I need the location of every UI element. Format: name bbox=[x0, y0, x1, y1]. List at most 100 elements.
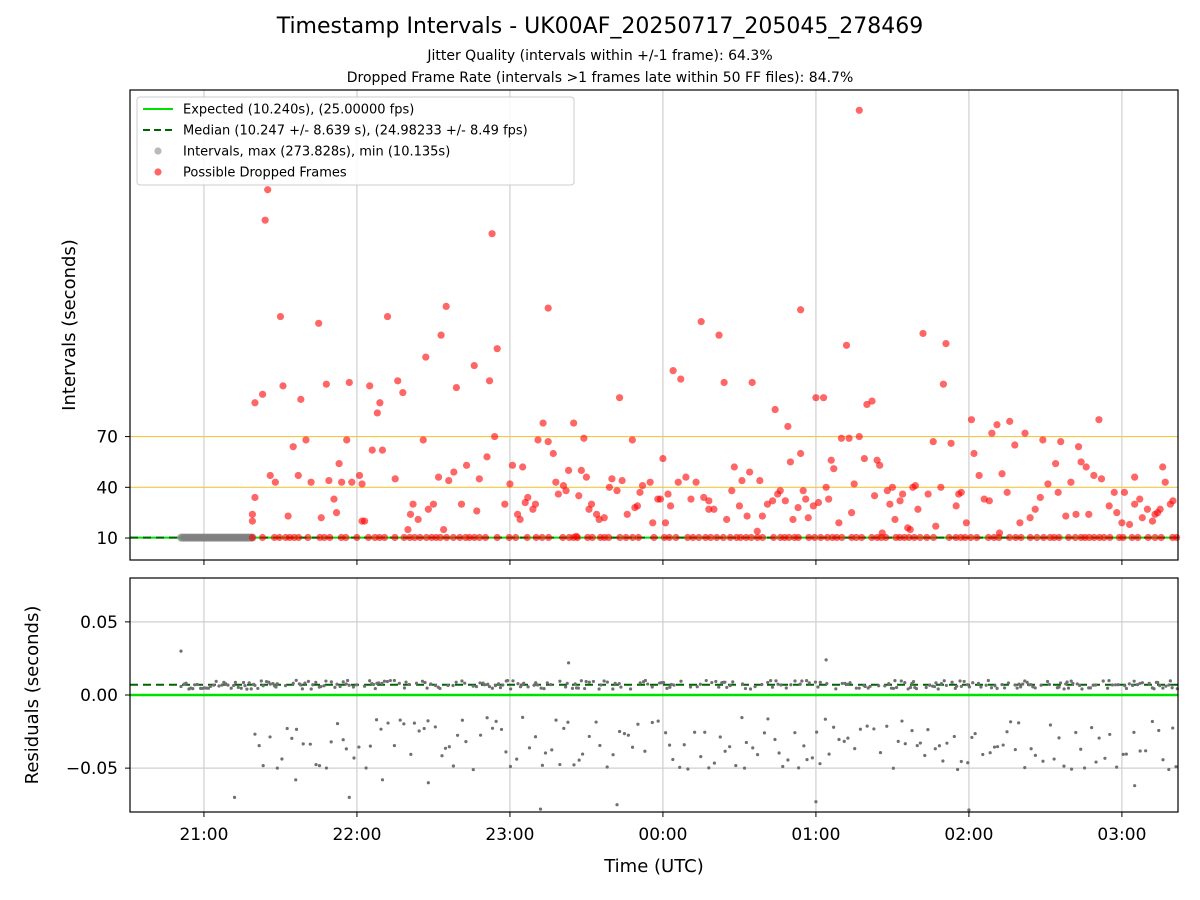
residual-point-380 bbox=[664, 731, 668, 735]
residual-point-265 bbox=[1062, 687, 1066, 691]
dropped-point-6 bbox=[266, 471, 274, 480]
dropped-point-45 bbox=[429, 500, 438, 508]
residual-point-379 bbox=[656, 719, 660, 723]
dropped-point-55 bbox=[473, 507, 481, 515]
dropped-point-231 bbox=[1148, 517, 1157, 525]
residual-point-196 bbox=[843, 681, 847, 686]
residual-point-426 bbox=[900, 719, 904, 723]
residual-point-346 bbox=[478, 733, 483, 737]
dropped-baseline-point-29 bbox=[449, 533, 457, 542]
residual-point-150 bbox=[650, 685, 654, 689]
residual-point-217 bbox=[911, 680, 916, 684]
dropped-point-14 bbox=[307, 478, 315, 486]
dropped-point-29 bbox=[360, 517, 369, 525]
residual-point-87 bbox=[425, 686, 429, 690]
residual-point-286 bbox=[1127, 682, 1131, 686]
dropped-baseline-point-133 bbox=[1144, 533, 1152, 542]
residual-point-260 bbox=[1045, 679, 1050, 684]
dropped-baseline-point-63 bbox=[702, 533, 710, 542]
dropped-point-89 bbox=[600, 514, 608, 522]
residual-point-278 bbox=[1101, 679, 1105, 683]
residual-point-76 bbox=[382, 679, 387, 683]
dropped-point-108 bbox=[666, 502, 675, 510]
residual-point-105 bbox=[493, 684, 498, 688]
residual-point-276 bbox=[1091, 683, 1095, 687]
dropped-baseline-point-119 bbox=[1055, 533, 1063, 542]
residual-point-441 bbox=[970, 735, 974, 740]
residual-point-228 bbox=[944, 683, 948, 688]
residual-point-326 bbox=[374, 718, 379, 722]
dropped-point-74 bbox=[549, 449, 557, 458]
residual-point-296 bbox=[1156, 680, 1160, 685]
residual-point-126 bbox=[564, 685, 568, 689]
residual-point-243 bbox=[993, 684, 997, 688]
residual-point-111 bbox=[509, 687, 513, 691]
dropped-point-163 bbox=[870, 492, 879, 500]
residual-point-199 bbox=[854, 686, 858, 690]
dropped-point-121 bbox=[723, 515, 731, 524]
residual-point-261 bbox=[1047, 682, 1052, 687]
dropped-baseline-point-86 bbox=[838, 533, 846, 542]
dropped-point-147 bbox=[812, 394, 820, 402]
residual-point-281 bbox=[1110, 683, 1115, 687]
dropped-point-47 bbox=[437, 331, 445, 339]
dropped-point-22 bbox=[338, 478, 346, 486]
residual-point-146 bbox=[638, 681, 642, 685]
residual-point-477 bbox=[1161, 758, 1165, 762]
residual-point-21 bbox=[229, 686, 233, 690]
dropped-point-68 bbox=[524, 493, 532, 502]
dropped-point-196 bbox=[993, 421, 1001, 429]
residual-outlier-9 bbox=[814, 800, 818, 804]
residual-point-313 bbox=[301, 742, 305, 746]
residual-point-207 bbox=[887, 681, 891, 686]
dropped-point-138 bbox=[784, 422, 792, 431]
residual-point-181 bbox=[776, 682, 780, 686]
dropped-point-143 bbox=[799, 487, 807, 495]
dropped-point-178 bbox=[919, 329, 927, 338]
residual-point-235 bbox=[965, 683, 970, 687]
residual-point-182 bbox=[779, 683, 783, 687]
dropped-point-166 bbox=[878, 529, 886, 537]
residual-point-124 bbox=[549, 682, 553, 687]
residual-point-353 bbox=[515, 757, 519, 761]
residual-point-59 bbox=[333, 685, 337, 689]
residual-point-453 bbox=[1029, 747, 1033, 751]
dropped-point-219 bbox=[1095, 416, 1103, 424]
chart-subtitle-jitter: Jitter Quality (intervals within +/-1 fr… bbox=[427, 48, 773, 64]
dropped-point-136 bbox=[776, 487, 784, 495]
residual-point-202 bbox=[863, 684, 867, 689]
residual-point-345 bbox=[471, 767, 475, 772]
residual-point-433 bbox=[933, 747, 937, 751]
dropped-point-207 bbox=[1044, 480, 1052, 488]
residual-point-5 bbox=[191, 687, 195, 691]
residual-point-427 bbox=[903, 742, 907, 746]
dropped-baseline-point-20 bbox=[400, 533, 408, 542]
dropped-point-102 bbox=[649, 519, 657, 527]
residual-point-225 bbox=[936, 687, 940, 691]
residual-point-311 bbox=[290, 736, 294, 740]
residual-point-435 bbox=[941, 759, 945, 763]
residual-point-205 bbox=[877, 684, 881, 688]
dropped-baseline-point-52 bbox=[616, 533, 624, 542]
dropped-point-151 bbox=[825, 495, 833, 503]
legend-label-3: Possible Dropped Frames bbox=[183, 166, 347, 181]
residual-point-288 bbox=[1132, 679, 1136, 683]
residual-point-454 bbox=[1033, 753, 1038, 757]
dropped-baseline-point-53 bbox=[622, 533, 630, 542]
residual-point-349 bbox=[494, 719, 498, 723]
axis-labels: Intervals (seconds) Residuals (seconds) Ti… bbox=[22, 239, 704, 877]
dropped-baseline-point-62 bbox=[695, 533, 703, 542]
residual-point-13 bbox=[208, 684, 213, 689]
dropped-baseline-point-116 bbox=[1040, 533, 1048, 542]
residual-point-318 bbox=[329, 740, 333, 744]
residual-point-451 bbox=[1017, 721, 1021, 725]
dropped-point-107 bbox=[664, 490, 672, 498]
dropped-baseline-point-97 bbox=[905, 533, 913, 542]
residual-point-180 bbox=[774, 679, 778, 683]
dropped-point-239 bbox=[284, 512, 292, 520]
bottom-ylabel: Residuals (seconds) bbox=[22, 606, 43, 785]
residual-point-386 bbox=[693, 730, 697, 734]
residual-point-79 bbox=[392, 678, 396, 683]
dropped-point-158 bbox=[850, 480, 858, 488]
dropped-point-49 bbox=[445, 476, 453, 485]
